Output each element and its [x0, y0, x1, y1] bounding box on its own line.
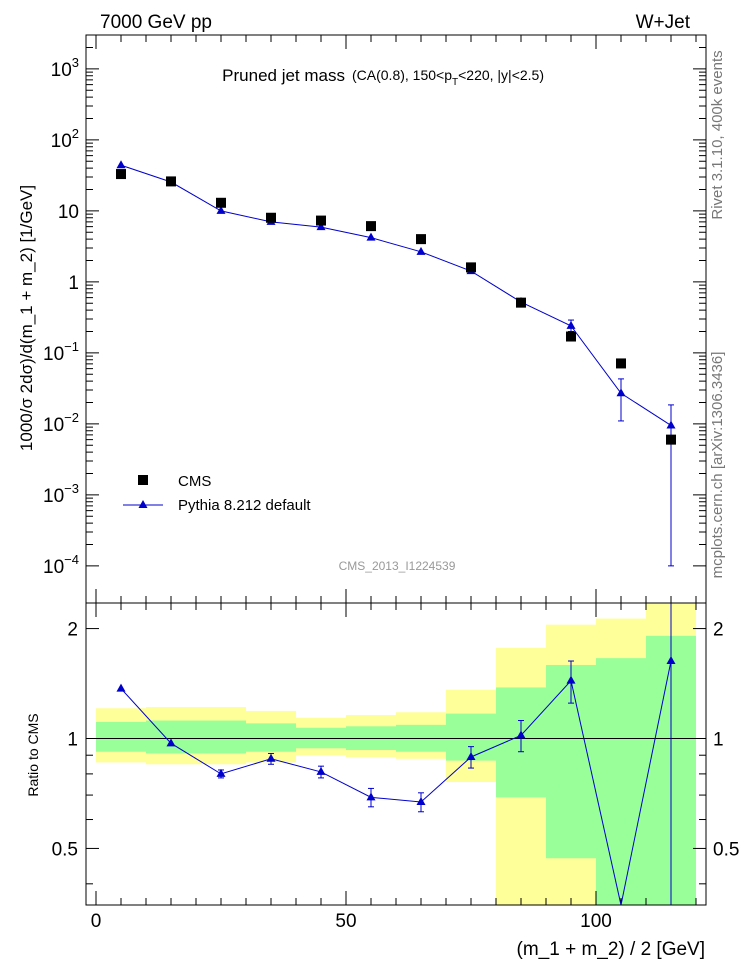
cms-point: [616, 358, 626, 369]
cms-point: [116, 169, 126, 180]
main-y-tick-label: 10−2: [43, 410, 79, 436]
ratio-point: [166, 738, 176, 747]
ratio-band-green: [246, 723, 296, 752]
main-y-tick-label: 1: [68, 273, 79, 294]
x-axis-label: (m_1 + m_2) / 2 [GeV]: [517, 939, 706, 960]
main-y-tick-label: 102: [51, 126, 79, 152]
cms-point: [466, 262, 476, 273]
ratio-y-axis-label: Ratio to CMS: [25, 713, 41, 796]
main-panel: Pruned jet mass (CA(0.8), 150<pT<220, |y…: [17, 34, 706, 603]
cms-point: [666, 434, 676, 445]
cms-point: [316, 215, 326, 226]
main-y-tick-label: 10−3: [43, 481, 79, 507]
ratio-point: [316, 766, 326, 775]
x-tick-label: 0: [91, 911, 102, 932]
pythia-point: [416, 246, 426, 255]
process-label: W+Jet: [636, 12, 691, 33]
main-y-tick-label: 10: [58, 202, 79, 223]
pythia-point: [216, 205, 226, 214]
ratio-y-tick-label: 2: [67, 620, 78, 641]
ratio-y-tick-label-right: 0.5: [713, 839, 739, 860]
ratio-y-tick-label-right: 1: [713, 730, 724, 751]
ratio-y-tick-label: 0.5: [52, 839, 78, 860]
ratio-point: [216, 768, 226, 777]
ratio-y-tick-label-right: 2: [713, 620, 724, 641]
ratio-point: [566, 675, 576, 684]
plot-title-cut: (CA(0.8), 150<pT<220, |y|<2.5): [352, 67, 544, 88]
rivet-label: Rivet 3.1.10, 400k events: [709, 50, 726, 219]
ratio-point: [466, 751, 476, 760]
ratio-band-green: [146, 720, 196, 754]
plot-title-cut-sub: T: [452, 77, 458, 88]
x-tick-label: 50: [335, 911, 356, 932]
ratio-point: [266, 753, 276, 762]
pythia-point: [316, 222, 326, 231]
x-tick-label: 100: [580, 911, 612, 932]
main-y-axis-label: 1000/σ 2dσ)/d(m_1 + m_2) [1/GeV]: [17, 185, 36, 451]
ratio-frame: [85, 602, 707, 906]
plot-title-cut-suffix: <220, |y|<2.5): [458, 67, 544, 83]
pythia-point: [116, 160, 126, 169]
cms-point: [266, 212, 276, 223]
main-frame: [85, 34, 707, 604]
ratio-point: [666, 656, 676, 665]
plot-title-main: Pruned jet mass: [222, 66, 345, 85]
main-y-tick-label: 10−1: [43, 339, 79, 365]
ratio-point: [416, 797, 426, 806]
cms-point: [566, 331, 576, 342]
pythia-point: [566, 320, 576, 329]
ratio-band-green: [596, 658, 646, 905]
legend-cms-label: CMS: [178, 473, 211, 490]
pythia-point: [366, 232, 376, 241]
cms-point: [216, 197, 226, 208]
cms-point: [416, 234, 426, 245]
ratio-point: [116, 683, 126, 692]
pythia-point: [616, 388, 626, 397]
plot-title-cut-prefix: (CA(0.8), 150<p: [352, 67, 452, 83]
pythia-series-line: [120, 164, 672, 426]
legend: CMS Pythia 8.212 default: [123, 473, 311, 514]
ratio-band-green: [96, 721, 146, 752]
cms-point: [166, 176, 176, 187]
main-y-tick-label: 103: [51, 55, 79, 81]
ratio-series-line: [120, 660, 672, 906]
ratio-y-tick-label: 1: [67, 730, 78, 751]
ratio-point: [516, 730, 526, 739]
cms-point: [366, 221, 376, 232]
energy-label: 7000 GeV pp: [100, 12, 212, 33]
cms-point: [516, 297, 526, 308]
legend-cms-marker: [138, 475, 148, 485]
legend-pythia-marker: [138, 500, 148, 508]
pythia-point: [666, 420, 676, 429]
mcplots-label: mcplots.cern.ch [arXiv:1306.3436]: [709, 352, 726, 579]
ratio-panel: 0.5 0.5 1 1 2 2 0 50 100 Ratio to CMS (m_1 + m_2…: [25, 603, 739, 960]
main-y-tick-label: 10−4: [43, 552, 79, 578]
legend-pythia-label: Pythia 8.212 default: [178, 497, 311, 514]
ratio-band-green: [196, 720, 246, 754]
analysis-label: CMS_2013_I1224539: [339, 559, 456, 573]
ratio-point: [366, 792, 376, 801]
